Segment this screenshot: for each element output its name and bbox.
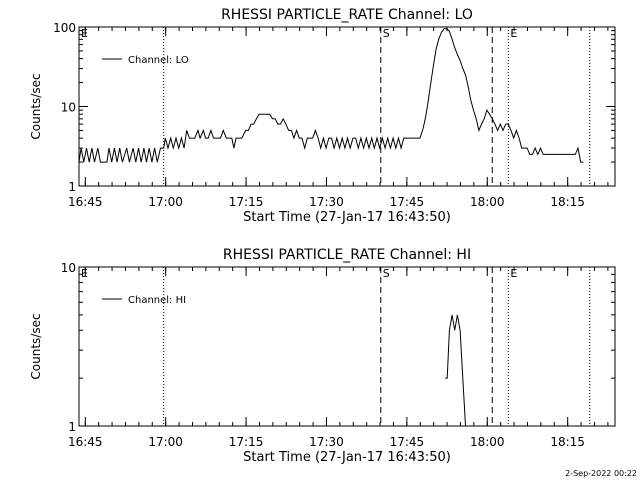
x-tick-label: 17:45 [390, 435, 425, 449]
y-axis-label: Counts/sec [29, 73, 43, 139]
panel-hi: RHESSI PARTICLE_RATE Channel: HI Counts/s… [29, 247, 616, 465]
y-tick-label: 100 [53, 21, 76, 35]
x-tick-label: 17:45 [390, 195, 425, 209]
y-tick-label: 1 [68, 420, 76, 434]
series-line [78, 28, 584, 163]
x-tick-label: 17:30 [309, 435, 344, 449]
x-tick-label: 18:00 [470, 195, 505, 209]
y-tick-label: 10 [61, 261, 76, 275]
x-tick-label: 18:15 [550, 435, 585, 449]
chart-title: RHESSI PARTICLE_RATE Channel: LO [221, 7, 473, 23]
x-axis-label: Start Time (27-Jan-17 16:43:50) [243, 210, 451, 225]
x-tick-label: 17:15 [229, 435, 264, 449]
x-tick-label: 16:45 [68, 195, 103, 209]
event-marker-label: S [383, 27, 390, 40]
x-tick-label: 16:45 [68, 435, 103, 449]
x-axis-label: Start Time (27-Jan-17 16:43:50) [243, 450, 451, 465]
x-tick-label: 18:00 [470, 435, 505, 449]
panel-lo: RHESSI PARTICLE_RATE Channel: LO Counts/s… [29, 7, 616, 225]
x-tick-label: 17:30 [309, 195, 344, 209]
event-marker-label: E [81, 267, 88, 280]
plot-frame [78, 266, 616, 427]
x-tick-label: 17:00 [148, 195, 183, 209]
y-tick-label: 10 [61, 101, 76, 115]
x-tick-label: 17:00 [148, 435, 183, 449]
x-tick-label: 18:15 [550, 195, 585, 209]
x-tick-label: 17:15 [229, 195, 264, 209]
y-tick-label: 1 [68, 180, 76, 194]
event-marker-label: E [510, 267, 517, 280]
series-line [445, 314, 466, 427]
event-marker-label: E [81, 27, 88, 40]
footer-date: 2-Sep-2022 00:22 [565, 469, 637, 478]
legend-label: Channel: HI [128, 295, 186, 306]
legend-label: Channel: LO [128, 55, 189, 66]
y-axis-label: Counts/sec [29, 313, 43, 379]
event-marker-label: S [383, 267, 390, 280]
plot-frame [78, 26, 616, 187]
chart-title: RHESSI PARTICLE_RATE Channel: HI [223, 247, 471, 263]
event-marker-label: E [510, 27, 517, 40]
